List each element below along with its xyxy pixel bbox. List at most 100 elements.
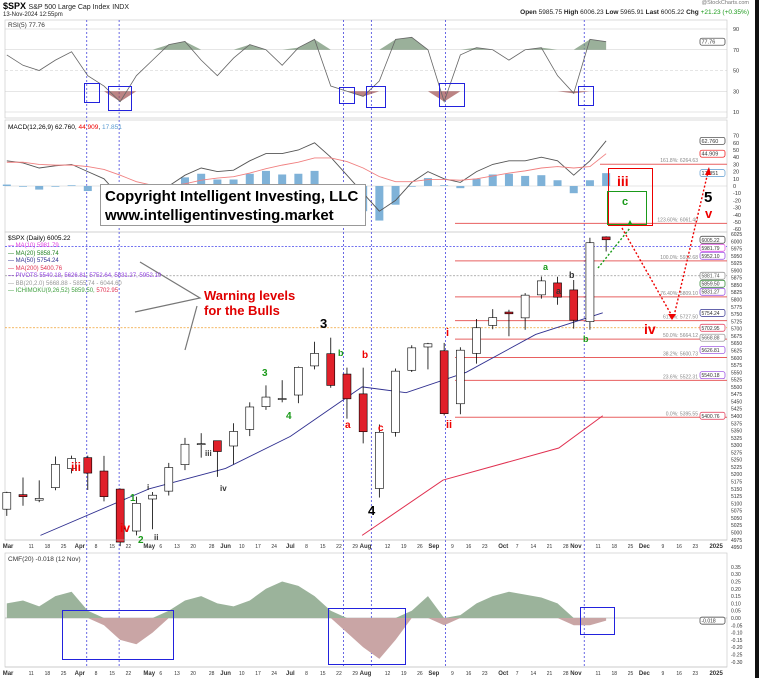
price-tick: 5850 <box>731 283 742 289</box>
x-axis-tick: 15 <box>109 671 115 677</box>
x-axis-tick: 25 <box>61 544 67 550</box>
cmf-highlight-box <box>328 608 406 665</box>
projection-arrow-c <box>597 227 631 269</box>
price-legend-item: — MA(200) 5400.76 <box>8 265 63 272</box>
x-axis-tick: 9 <box>451 671 454 677</box>
x-axis-tick: Nov <box>570 671 582 677</box>
exchange: INDX <box>112 4 129 11</box>
price-tick: 5725 <box>731 319 742 325</box>
price-tick: 5375 <box>731 421 742 427</box>
macd-tick: -10 <box>733 191 741 197</box>
price-axis-tag <box>699 333 726 342</box>
price-tick: 5925 <box>731 261 742 267</box>
x-axis-tick: 7 <box>516 671 519 677</box>
x-axis-tick: Sep <box>428 671 439 677</box>
x-axis-tick: 18 <box>612 544 618 550</box>
rsi-tick: 50 <box>733 69 739 75</box>
cmf-tick: 0.15 <box>731 594 741 600</box>
cmf-tick: 0.30 <box>731 572 741 578</box>
candle-body <box>520 294 530 319</box>
candle-body <box>180 443 190 465</box>
candle-body <box>423 343 433 348</box>
wave-label: iii <box>205 449 212 458</box>
price-tick: 5575 <box>731 363 742 369</box>
wave-label: 3 <box>320 316 328 331</box>
macd-histogram-bar <box>407 186 416 187</box>
wave-label: a <box>543 262 549 272</box>
candle-body <box>585 242 595 322</box>
rsi-tick: 10 <box>733 110 739 116</box>
high-value: 6006.23 <box>580 9 604 16</box>
wave-label: ii <box>446 419 453 431</box>
cmf-legend: CMF(20) -0.018 (12 Nov) <box>8 556 81 563</box>
candle-body <box>569 289 579 321</box>
website-text: www.intelligentinvesting.market <box>105 207 334 224</box>
x-axis-tick: Jun <box>220 544 231 550</box>
fib-level-label: 50.0%: 5664.12 <box>663 333 698 339</box>
price-tick: 5550 <box>731 370 742 376</box>
x-axis-tick: 11 <box>29 544 34 550</box>
warning-line-1: Warning levels <box>204 288 296 303</box>
candle-body <box>51 464 60 488</box>
x-axis-tick: 28 <box>209 544 215 550</box>
x-axis-tick: 8 <box>95 671 98 677</box>
price-tick: 5075 <box>731 509 742 515</box>
candle-body <box>2 492 12 510</box>
x-axis-tick: 23 <box>482 544 488 550</box>
panel-frame <box>4 19 728 119</box>
fib-level-label: 0.0%: 5395.55 <box>666 411 698 417</box>
candle-body <box>553 282 562 298</box>
price-tick: 5500 <box>731 385 742 391</box>
price-tick: 5225 <box>731 465 742 471</box>
wave-label: a <box>345 420 351 431</box>
price-tick: 5275 <box>731 450 742 456</box>
candle-body <box>229 431 238 447</box>
x-axis-tick: 12 <box>385 544 391 550</box>
cmf-tick: -0.30 <box>731 660 743 666</box>
wave-label: b <box>362 350 369 361</box>
price-legend-item: — ICHIMOKU(9,26,52) 5859.50, 5702.95 <box>8 288 119 294</box>
index-name: S&P 500 Large Cap Index <box>28 4 110 11</box>
price-axis-tag <box>699 308 726 317</box>
candle-body <box>456 349 465 405</box>
x-axis-tick: 15 <box>320 544 326 550</box>
x-axis-tick: 22 <box>336 544 342 550</box>
candle-body <box>326 353 336 386</box>
x-axis-tick: Nov <box>570 544 582 550</box>
x-axis-tick: 21 <box>547 544 553 550</box>
rsi-highlight-box <box>84 83 100 103</box>
x-axis-tick: 25 <box>628 544 634 550</box>
x-axis-tick: Jul <box>286 544 295 550</box>
copyright-text: Copyright Intelligent Investing, LLC <box>105 188 359 205</box>
candle-body <box>99 470 109 497</box>
x-axis-tick: 14 <box>531 544 537 550</box>
cmf-highlight-box <box>62 610 174 660</box>
x-axis-tick: 28 <box>209 671 215 677</box>
macd-tick: -50 <box>733 220 741 226</box>
price-axis-tag <box>699 371 726 380</box>
price-tick: 5825 <box>731 290 742 296</box>
x-axis-tick: 11 <box>596 671 601 677</box>
x-axis-tick: 22 <box>126 544 132 550</box>
macd-histogram-bar <box>67 185 76 186</box>
price-tick: 5775 <box>731 305 742 311</box>
x-axis-tick: 22 <box>336 671 342 677</box>
macd-histogram-bar <box>521 175 530 186</box>
macd-histogram-bar <box>278 174 287 186</box>
macd-histogram-bar <box>229 179 238 186</box>
macd-histogram-bar <box>375 186 384 221</box>
price-axis-tag <box>699 411 726 420</box>
candle-body <box>310 353 319 367</box>
x-axis-tick: Aug <box>360 671 372 677</box>
rsi-value-tag-text: 77.76 <box>702 40 716 46</box>
price-tick: 5050 <box>731 516 742 522</box>
candle-body <box>375 432 384 489</box>
x-axis-tick: 23 <box>693 544 699 550</box>
x-axis-tick: 2025 <box>709 544 723 550</box>
macd-value-tag-text: 44.909 <box>702 152 719 158</box>
macd-tick: -40 <box>733 213 741 219</box>
wave-label: 2 <box>138 535 144 546</box>
price-tick: 4950 <box>731 545 742 551</box>
cmf-value-tag-text: -0.018 <box>702 619 716 625</box>
